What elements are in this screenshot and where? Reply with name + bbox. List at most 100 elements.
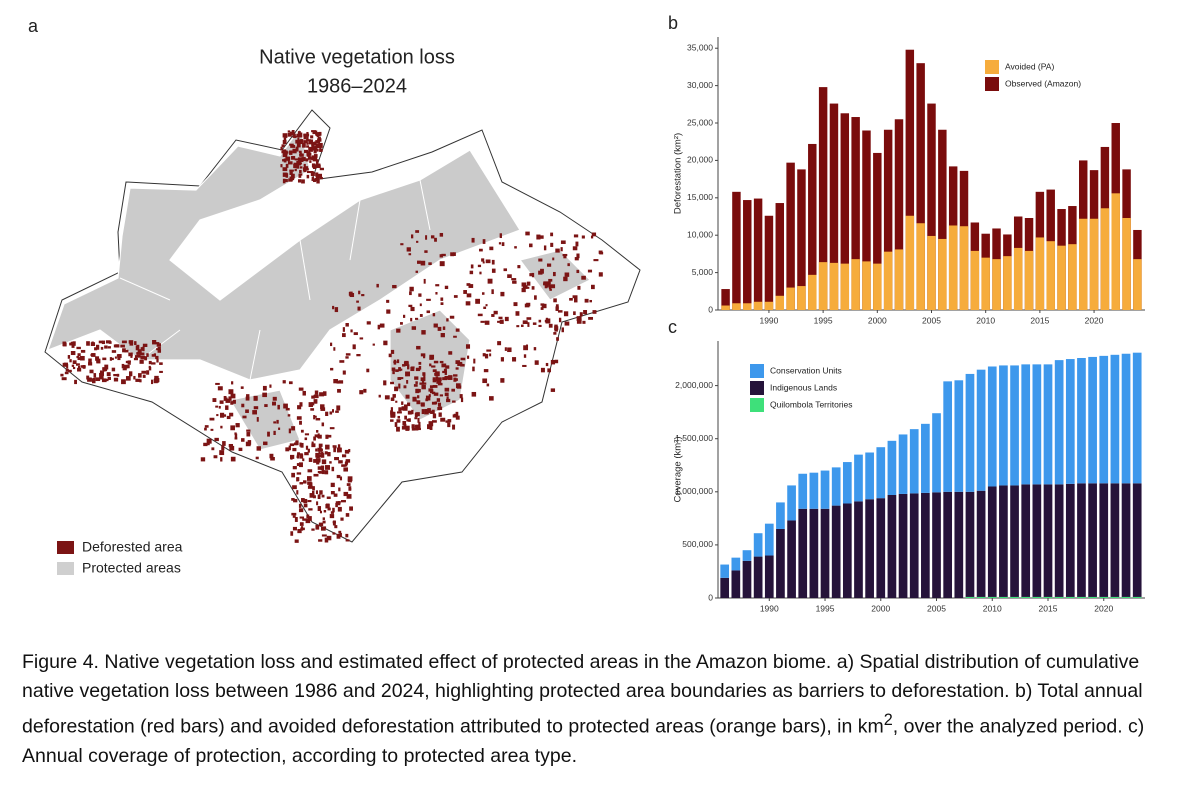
bar (927, 103, 936, 310)
deforestation-speck (444, 375, 450, 380)
bar-segment (1099, 596, 1109, 598)
deforestation-speck (473, 358, 476, 364)
deforestation-speck (390, 419, 394, 422)
deforestation-speck (377, 324, 381, 330)
deforestation-speck (342, 333, 346, 338)
deforestation-speck (212, 398, 217, 402)
deforestation-speck (273, 421, 277, 424)
deforestation-speck (437, 326, 442, 331)
bar (786, 162, 795, 310)
deforestation-speck (548, 284, 552, 290)
deforestation-speck (415, 381, 418, 384)
deforestation-speck (550, 242, 554, 247)
bar (764, 301, 774, 310)
deforestation-speck (433, 360, 439, 364)
deforestation-speck (316, 430, 319, 433)
deforestation-speck (99, 370, 103, 374)
deforestation-speck (269, 453, 274, 459)
deforestation-speck (234, 437, 238, 440)
deforestation-speck (156, 348, 160, 351)
deforestation-speck (303, 140, 308, 144)
deforestation-speck (282, 178, 286, 184)
deforestation-speck (317, 138, 322, 142)
deforestation-speck (432, 313, 436, 317)
deforestation-speck (288, 381, 293, 385)
x-tick-label: 1995 (816, 603, 835, 613)
bar (862, 261, 871, 310)
deforestation-speck (439, 261, 445, 267)
y-tick-label: 30,000 (687, 80, 713, 90)
deforestation-speck (480, 320, 485, 323)
deforestation-speck (252, 410, 258, 415)
deforestation-speck (308, 139, 314, 145)
x-tick-label: 2020 (1085, 315, 1104, 325)
deforestation-speck (307, 485, 313, 489)
deforestation-speck (332, 520, 336, 526)
deforestation-speck (330, 342, 333, 347)
deforestation-speck (289, 443, 295, 447)
bar-segment (1110, 596, 1120, 598)
bar-segment (909, 429, 919, 494)
deforestation-speck (451, 388, 456, 392)
bar-segment (965, 373, 975, 492)
bar (1024, 250, 1034, 310)
caption-text: , over the analyzed period. c) Annual co… (22, 715, 1145, 767)
deforestation-speck (396, 359, 400, 364)
deforestation-speck (311, 441, 314, 444)
deforestation-speck (432, 379, 437, 383)
deforestation-speck (311, 173, 314, 176)
deforestation-speck (459, 394, 463, 399)
deforestation-speck (431, 365, 436, 368)
deforestation-speck (315, 524, 320, 530)
deforestation-speck (306, 142, 309, 145)
deforestation-speck (406, 380, 409, 384)
deforestation-speck (453, 377, 457, 382)
deforestation-speck (101, 371, 105, 376)
deforestation-speck (96, 358, 101, 364)
deforestation-speck (133, 375, 136, 380)
deforestation-speck (110, 357, 114, 361)
deforestation-speck (76, 356, 80, 359)
deforestation-speck (475, 298, 481, 304)
deforestation-speck (302, 518, 307, 521)
bar-segment (731, 557, 741, 571)
deforestation-speck (554, 326, 559, 331)
deforestation-speck (301, 179, 305, 184)
bar-segment (865, 452, 874, 500)
deforestation-speck (540, 367, 545, 373)
deforestation-speck (323, 510, 327, 513)
deforestation-speck (359, 337, 364, 340)
deforestation-speck (363, 388, 367, 393)
legend-label: Indigenous Lands (770, 382, 837, 392)
deforestation-speck (317, 433, 320, 436)
deforestation-speck (545, 320, 551, 324)
deforestation-speck (315, 490, 318, 495)
x-tick-label: 2005 (922, 315, 941, 325)
deforestation-speck (416, 400, 421, 405)
deforestation-speck (225, 405, 229, 410)
bar-segment (1032, 364, 1042, 485)
deforestation-speck (294, 135, 297, 139)
deforestation-speck (527, 322, 530, 327)
deforestation-speck (501, 242, 505, 247)
deforestation-speck (303, 503, 308, 508)
deforestation-speck (106, 372, 111, 377)
deforestation-speck (292, 485, 297, 490)
deforestation-speck (301, 498, 305, 503)
deforestation-speck (444, 285, 449, 290)
deforestation-speck (219, 412, 225, 418)
deforestation-speck (312, 157, 318, 162)
deforestation-speck (296, 477, 300, 481)
deforestation-speck (531, 272, 535, 278)
deforestation-speck (154, 375, 159, 380)
deforestation-speck (406, 418, 410, 422)
deforestation-speck (76, 346, 81, 350)
deforestation-speck (532, 322, 537, 325)
deforestation-speck (317, 173, 323, 178)
deforestation-speck (317, 466, 323, 470)
deforestation-speck (270, 457, 275, 461)
deforestation-speck (353, 332, 358, 336)
bar-segment (954, 380, 964, 492)
deforestation-speck (294, 158, 299, 161)
deforestation-speck (479, 271, 482, 275)
